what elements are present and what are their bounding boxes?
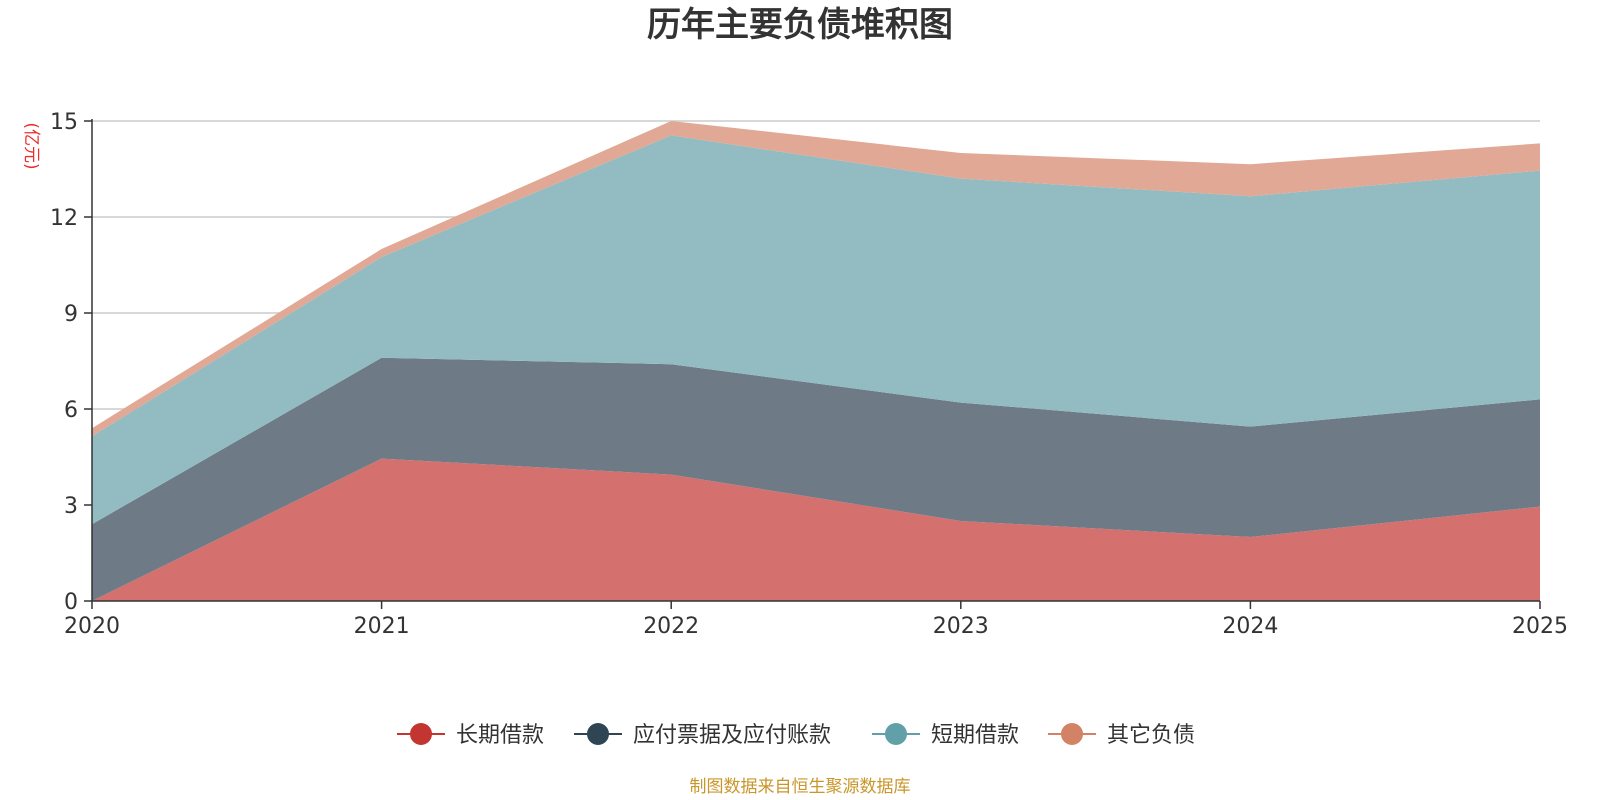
legend-item-1[interactable]: 应付票据及应付账款 [574, 723, 831, 748]
legend-marker [410, 723, 432, 745]
x-tick-label: 2020 [64, 614, 120, 639]
legend-label: 应付票据及应付账款 [633, 723, 831, 748]
x-tick-label: 2022 [643, 614, 699, 639]
legend-label: 长期借款 [456, 723, 544, 748]
x-tick-label: 2024 [1222, 614, 1278, 639]
area-series-1 [92, 357, 1540, 601]
legend: 长期借款 应付票据及应付账款 短期借款 其它负债 [397, 723, 1195, 748]
legend-marker [1061, 723, 1083, 745]
legend-marker [587, 723, 609, 745]
x-tick-label: 2025 [1512, 614, 1568, 639]
legend-item-0[interactable]: 长期借款 [397, 723, 544, 748]
area-series-0 [92, 458, 1540, 601]
axes: 0 3 6 9 12 15 2020 2021 2022 2023 2024 2025 [50, 110, 1568, 639]
y-tick-label: 15 [50, 110, 78, 135]
legend-item-3[interactable]: 其它负债 [1048, 723, 1195, 748]
y-tick-label: 9 [64, 302, 78, 327]
y-axis-unit-label: (亿元) [21, 122, 41, 169]
y-tick-label: 6 [64, 398, 78, 423]
y-tick-label: 0 [64, 590, 78, 615]
area-series-2 [92, 135, 1540, 525]
y-tick-label: 3 [64, 494, 78, 519]
legend-marker [885, 723, 907, 745]
x-tick-label: 2023 [933, 614, 989, 639]
data-source-note: 制图数据来自恒生聚源数据库 [690, 777, 911, 797]
area-series [92, 121, 1540, 601]
legend-label: 短期借款 [931, 723, 1019, 748]
legend-item-2[interactable]: 短期借款 [872, 723, 1019, 748]
chart-title: 历年主要负债堆积图 [647, 5, 953, 45]
x-tick-label: 2021 [354, 614, 410, 639]
y-tick-label: 12 [50, 206, 78, 231]
legend-label: 其它负债 [1107, 723, 1195, 748]
